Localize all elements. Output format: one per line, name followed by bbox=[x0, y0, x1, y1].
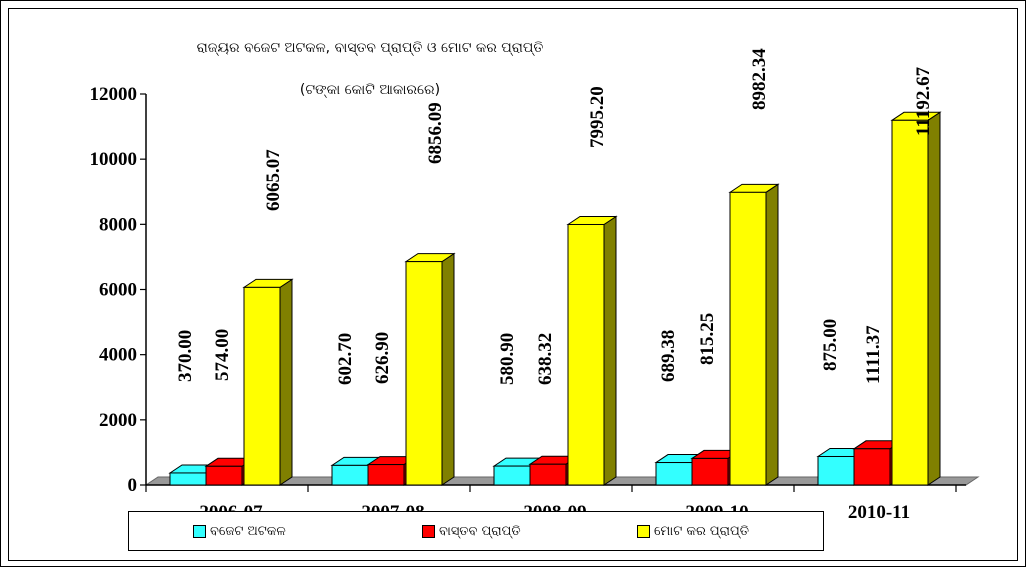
bar-side bbox=[765, 183, 779, 486]
bar bbox=[205, 465, 243, 486]
bar bbox=[405, 261, 443, 486]
legend-swatch-total-tax bbox=[637, 524, 650, 538]
data-label: 8982.34 bbox=[749, 48, 770, 110]
data-label: 6065.07 bbox=[263, 149, 284, 211]
bar bbox=[691, 457, 729, 486]
bar bbox=[493, 465, 531, 486]
data-label: 626.90 bbox=[372, 332, 393, 384]
bar bbox=[243, 286, 281, 486]
bar-side bbox=[441, 252, 455, 486]
bar bbox=[817, 455, 855, 486]
bars-group bbox=[168, 111, 942, 486]
data-label: 1111.37 bbox=[863, 325, 884, 384]
data-label: 574.00 bbox=[212, 329, 233, 381]
y-tick-label: 2000 bbox=[99, 410, 137, 431]
legend-label-total-tax: ମୋଟ କର ପ୍ରାପ୍ତି bbox=[654, 523, 749, 539]
legend-label-budget: ବଜେଟ ଅଟକଳ bbox=[210, 523, 286, 539]
chart-subtitle: (ଟଙ୍କା କୋଟି ଆକାରରେ) bbox=[300, 82, 440, 98]
bar bbox=[853, 448, 891, 486]
bar-side bbox=[927, 111, 941, 486]
data-labels-group: 370.00 574.00 6065.07 602.70 626.90 6856.09 58… bbox=[175, 48, 934, 385]
y-tick-label: 8000 bbox=[99, 214, 137, 235]
y-tick-label: 0 bbox=[128, 475, 138, 496]
legend-swatch-actual bbox=[422, 524, 435, 538]
data-label: 7995.20 bbox=[587, 86, 608, 148]
bar-side bbox=[279, 278, 293, 486]
data-label: 602.70 bbox=[335, 333, 356, 385]
chart-legend: ବଜେଟ ଅଟକଳ ବାସ୍ତବ ପ୍ରାପ୍ତି ମୋଟ କର ପ୍ରାପ୍ତ… bbox=[128, 511, 824, 551]
y-tick-label: 6000 bbox=[99, 280, 137, 301]
bar-side bbox=[603, 215, 617, 486]
bar bbox=[891, 119, 929, 486]
bar bbox=[529, 463, 567, 486]
y-tick-label: 12000 bbox=[90, 84, 138, 105]
legend-swatch-budget bbox=[193, 524, 206, 538]
data-label: 815.25 bbox=[697, 313, 718, 365]
bar bbox=[169, 472, 207, 486]
bar bbox=[331, 464, 369, 486]
data-label: 11192.67 bbox=[913, 66, 934, 136]
bar bbox=[367, 464, 405, 486]
y-tick-label: 4000 bbox=[99, 345, 137, 366]
bar bbox=[729, 191, 767, 486]
legend-item-total-tax: ମୋଟ କର ପ୍ରାପ୍ତି bbox=[637, 522, 749, 540]
y-axis-group: 0 2000 4000 6000 8000 10000 12000 bbox=[90, 84, 966, 496]
legend-item-budget: ବଜେଟ ଅଟକଳ bbox=[193, 522, 286, 540]
x-tick-label: 2010-11 bbox=[848, 502, 910, 523]
data-label: 875.00 bbox=[820, 319, 841, 371]
data-label: 580.90 bbox=[497, 333, 518, 385]
data-label: 370.00 bbox=[175, 330, 196, 382]
chart-title: ରାଜ୍ୟର ବଜେଟ ଅଟକଳ, ବାସ୍ତବ ପ୍ରାପ୍ତି ଓ ମୋଟ … bbox=[197, 40, 544, 56]
data-label: 689.38 bbox=[658, 330, 679, 382]
data-label: 638.32 bbox=[535, 333, 556, 385]
bar bbox=[567, 223, 605, 486]
legend-item-actual: ବାସ୍ତବ ପ୍ରାପ୍ତି bbox=[422, 522, 521, 540]
y-tick-label: 10000 bbox=[90, 149, 138, 170]
bar bbox=[655, 462, 693, 486]
chart-inner-border bbox=[8, 8, 1018, 561]
legend-label-actual: ବାସ୍ତବ ପ୍ରାପ୍ତି bbox=[439, 523, 521, 539]
data-label: 6856.09 bbox=[425, 102, 446, 164]
